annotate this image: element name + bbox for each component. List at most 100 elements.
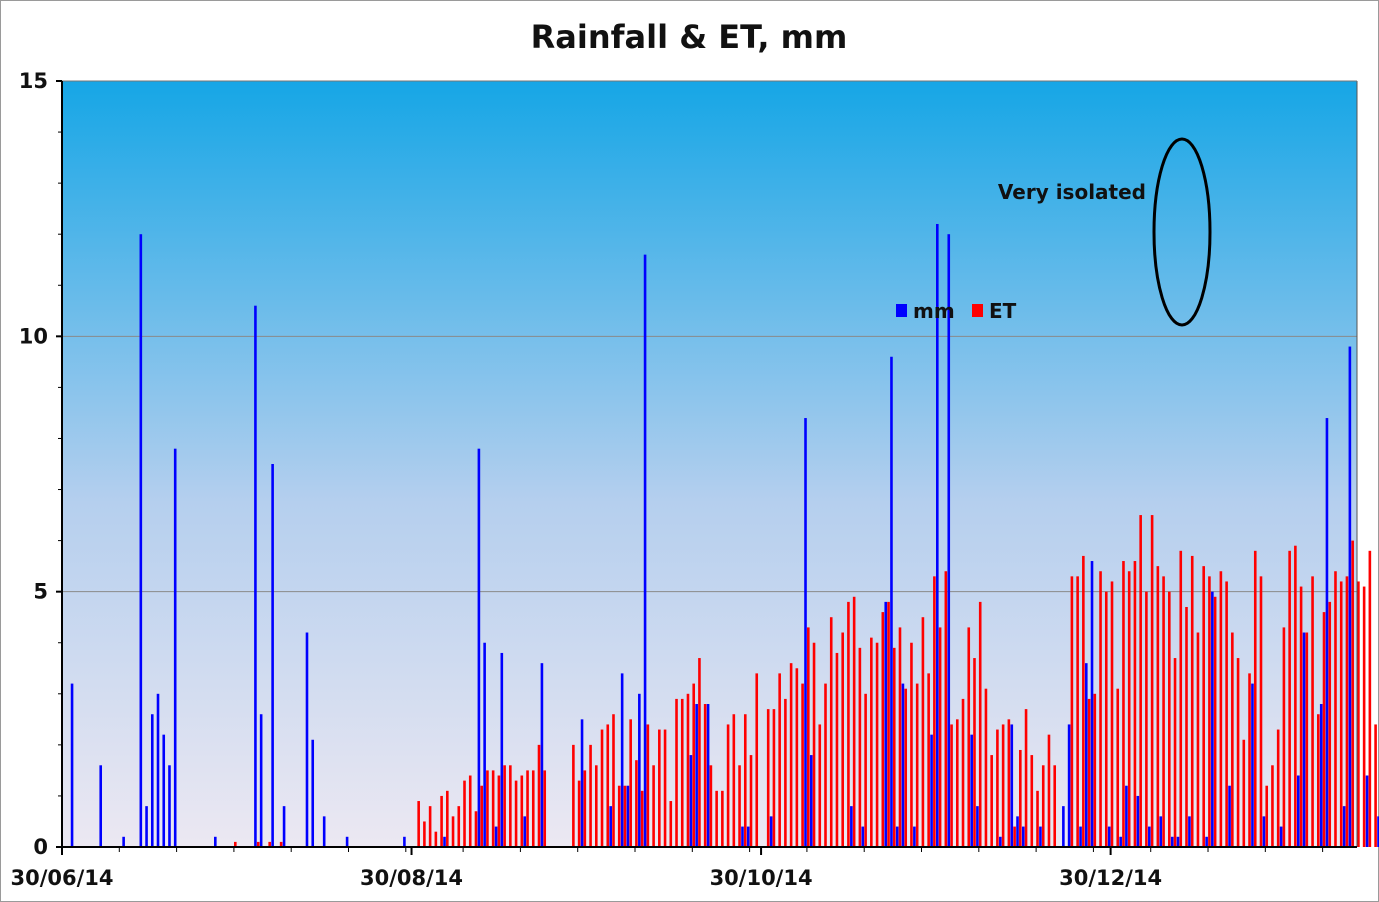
bar-ET <box>847 601 850 847</box>
bar-ET <box>801 683 804 847</box>
bar-ET <box>927 673 930 847</box>
x-tick-label: 30/08/14 <box>360 866 463 890</box>
bar-ET <box>1156 566 1160 847</box>
bar-ET <box>967 627 971 847</box>
bar-mm <box>403 836 406 847</box>
bar-ET <box>904 688 908 847</box>
bar-ET <box>715 790 718 847</box>
bar-mm <box>947 234 951 847</box>
bar-mm <box>523 816 527 847</box>
bar-mm <box>936 223 939 847</box>
y-tick-label: 15 <box>19 69 48 93</box>
bar-mm <box>1251 683 1254 847</box>
bar-ET <box>961 698 965 847</box>
legend-et-label: ET <box>989 299 1017 323</box>
bar-mm <box>643 254 647 848</box>
x-tick-label: 30/12/14 <box>1059 866 1162 890</box>
bar-ET <box>514 780 518 847</box>
bar-ET <box>692 683 696 847</box>
bar-ET <box>732 714 736 847</box>
bar-ET <box>726 724 730 847</box>
bar-ET <box>1219 571 1223 847</box>
bar-ET <box>497 775 501 847</box>
bar-mm <box>1084 663 1088 847</box>
bar-ET <box>1225 581 1228 847</box>
bar-ET <box>617 785 621 847</box>
bar-mm <box>695 704 698 847</box>
bar-ET <box>669 801 673 847</box>
bar-ET <box>1122 561 1125 847</box>
bar-ET <box>520 775 524 847</box>
y-tick-label: 5 <box>33 580 48 604</box>
bar-ET <box>892 647 896 847</box>
bar-ET <box>572 744 575 847</box>
bar-mm <box>122 836 125 847</box>
bar-ET <box>1185 606 1188 847</box>
bar-ET <box>279 841 283 847</box>
bar-ET <box>766 709 770 847</box>
bar-ET <box>1007 719 1011 847</box>
bar-mm <box>345 836 349 847</box>
bar-ET <box>1362 586 1366 847</box>
bar-mm <box>145 806 148 847</box>
bar-ET <box>1127 571 1131 847</box>
bar-ET <box>738 765 741 847</box>
bar-ET <box>1173 658 1177 847</box>
bar-ET <box>1374 724 1377 847</box>
bar-ET <box>491 770 495 847</box>
bar-ET <box>606 724 610 847</box>
bar-mm <box>850 806 853 847</box>
bar-ET <box>526 770 529 847</box>
bar-ET <box>1242 739 1246 847</box>
bar-mm <box>540 663 544 847</box>
annotation-text: Very isolated <box>998 180 1146 204</box>
bar-mm <box>1107 826 1111 847</box>
bar-ET <box>1351 540 1354 847</box>
bar-ET <box>1053 765 1057 847</box>
bar-ET <box>864 693 867 847</box>
bar-ET <box>950 724 953 847</box>
bar-ET <box>772 709 776 847</box>
bar-ET <box>1294 545 1297 847</box>
bar-ET <box>434 831 438 847</box>
bar-ET <box>1013 826 1016 847</box>
bar-mm <box>1136 795 1140 847</box>
bar-ET <box>1334 571 1337 847</box>
bar-mm <box>173 448 177 847</box>
bar-mm <box>1159 816 1163 847</box>
bar-mm <box>271 464 274 847</box>
bar-ET <box>852 596 856 847</box>
bar-ET <box>640 790 644 847</box>
bar-mm <box>930 734 933 847</box>
bar-mm <box>1205 836 1208 847</box>
bar-ET <box>973 658 976 847</box>
bar-ET <box>755 673 759 847</box>
bar-ET <box>1322 612 1326 847</box>
bar-mm <box>1377 816 1379 847</box>
bar-ET <box>463 780 466 847</box>
bar-ET <box>646 724 650 847</box>
bar-ET <box>256 841 260 847</box>
bar-ET <box>749 755 753 847</box>
bar-ET <box>480 785 483 847</box>
bar-ET <box>1041 765 1045 847</box>
bar-ET <box>1116 688 1120 847</box>
bar-ET <box>1082 555 1085 847</box>
bar-mm <box>494 826 498 847</box>
bar-ET <box>686 693 690 847</box>
bar-mm <box>1170 836 1174 847</box>
bar-mm <box>477 448 481 847</box>
bar-ET <box>612 714 615 847</box>
bar-mm <box>620 673 624 847</box>
bar-ET <box>1076 576 1079 847</box>
bar-ET <box>531 770 535 847</box>
bar-ET <box>984 688 988 847</box>
bar-mm <box>1325 418 1329 847</box>
bar-ET <box>1311 576 1314 847</box>
bar-mm <box>970 734 973 847</box>
bar-mm <box>1010 724 1014 847</box>
bar-mm <box>1296 775 1300 847</box>
bar-ET <box>1190 555 1194 847</box>
legend-et-swatch <box>972 304 983 317</box>
